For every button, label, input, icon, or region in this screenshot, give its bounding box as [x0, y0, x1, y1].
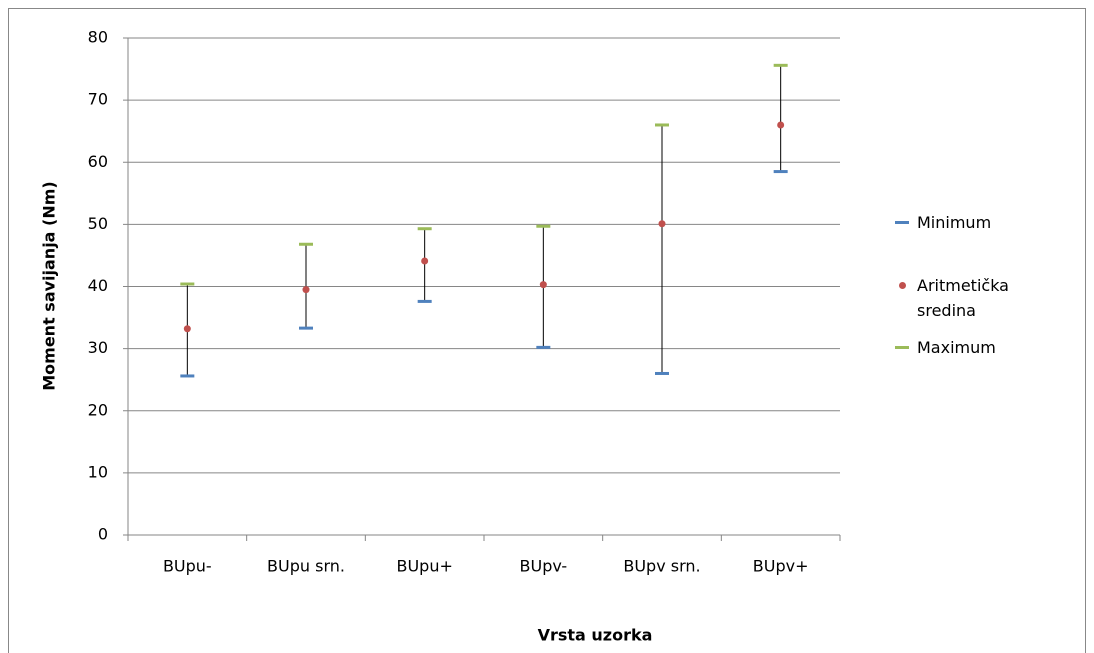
y-tick-label: 70 — [88, 90, 108, 109]
x-tick-label: BUpu srn. — [267, 557, 345, 576]
y-tick-label: 10 — [88, 462, 108, 481]
x-tick-label: BUpv+ — [753, 557, 809, 576]
legend-label: Minimum — [917, 213, 992, 232]
mean-marker — [302, 286, 310, 294]
y-tick-label: 40 — [88, 276, 108, 295]
y-axis-title: Moment savijanja (Nm) — [40, 181, 59, 391]
legend-label: Aritmetička sredina — [917, 276, 1009, 320]
y-tick-label: 0 — [98, 525, 108, 544]
mean-marker — [539, 281, 547, 289]
y-tick-label: 30 — [88, 338, 108, 357]
mean-marker — [183, 325, 191, 333]
legend-item: Minimum — [895, 210, 1055, 235]
y-tick-label: 60 — [88, 152, 108, 171]
y-tick-label: 80 — [88, 28, 108, 47]
y-tick-label: 50 — [88, 214, 108, 233]
legend-key — [895, 346, 909, 349]
mean-marker — [777, 121, 785, 129]
legend-item: Aritmetička sredina — [895, 273, 1055, 323]
y-tick-label: 20 — [88, 400, 108, 419]
legend-label: Maximum — [917, 338, 996, 357]
mean-marker — [658, 220, 666, 228]
legend-key — [899, 282, 906, 289]
legend-key — [895, 221, 909, 224]
x-tick-label: BUpv srn. — [623, 557, 700, 576]
mean-marker — [421, 257, 429, 265]
x-tick-label: BUpv- — [520, 557, 568, 576]
x-axis-title: Vrsta uzorka — [538, 626, 653, 645]
x-tick-label: BUpu- — [163, 557, 212, 576]
x-tick-label: BUpu+ — [396, 557, 452, 576]
legend-item: Maximum — [895, 335, 1055, 360]
